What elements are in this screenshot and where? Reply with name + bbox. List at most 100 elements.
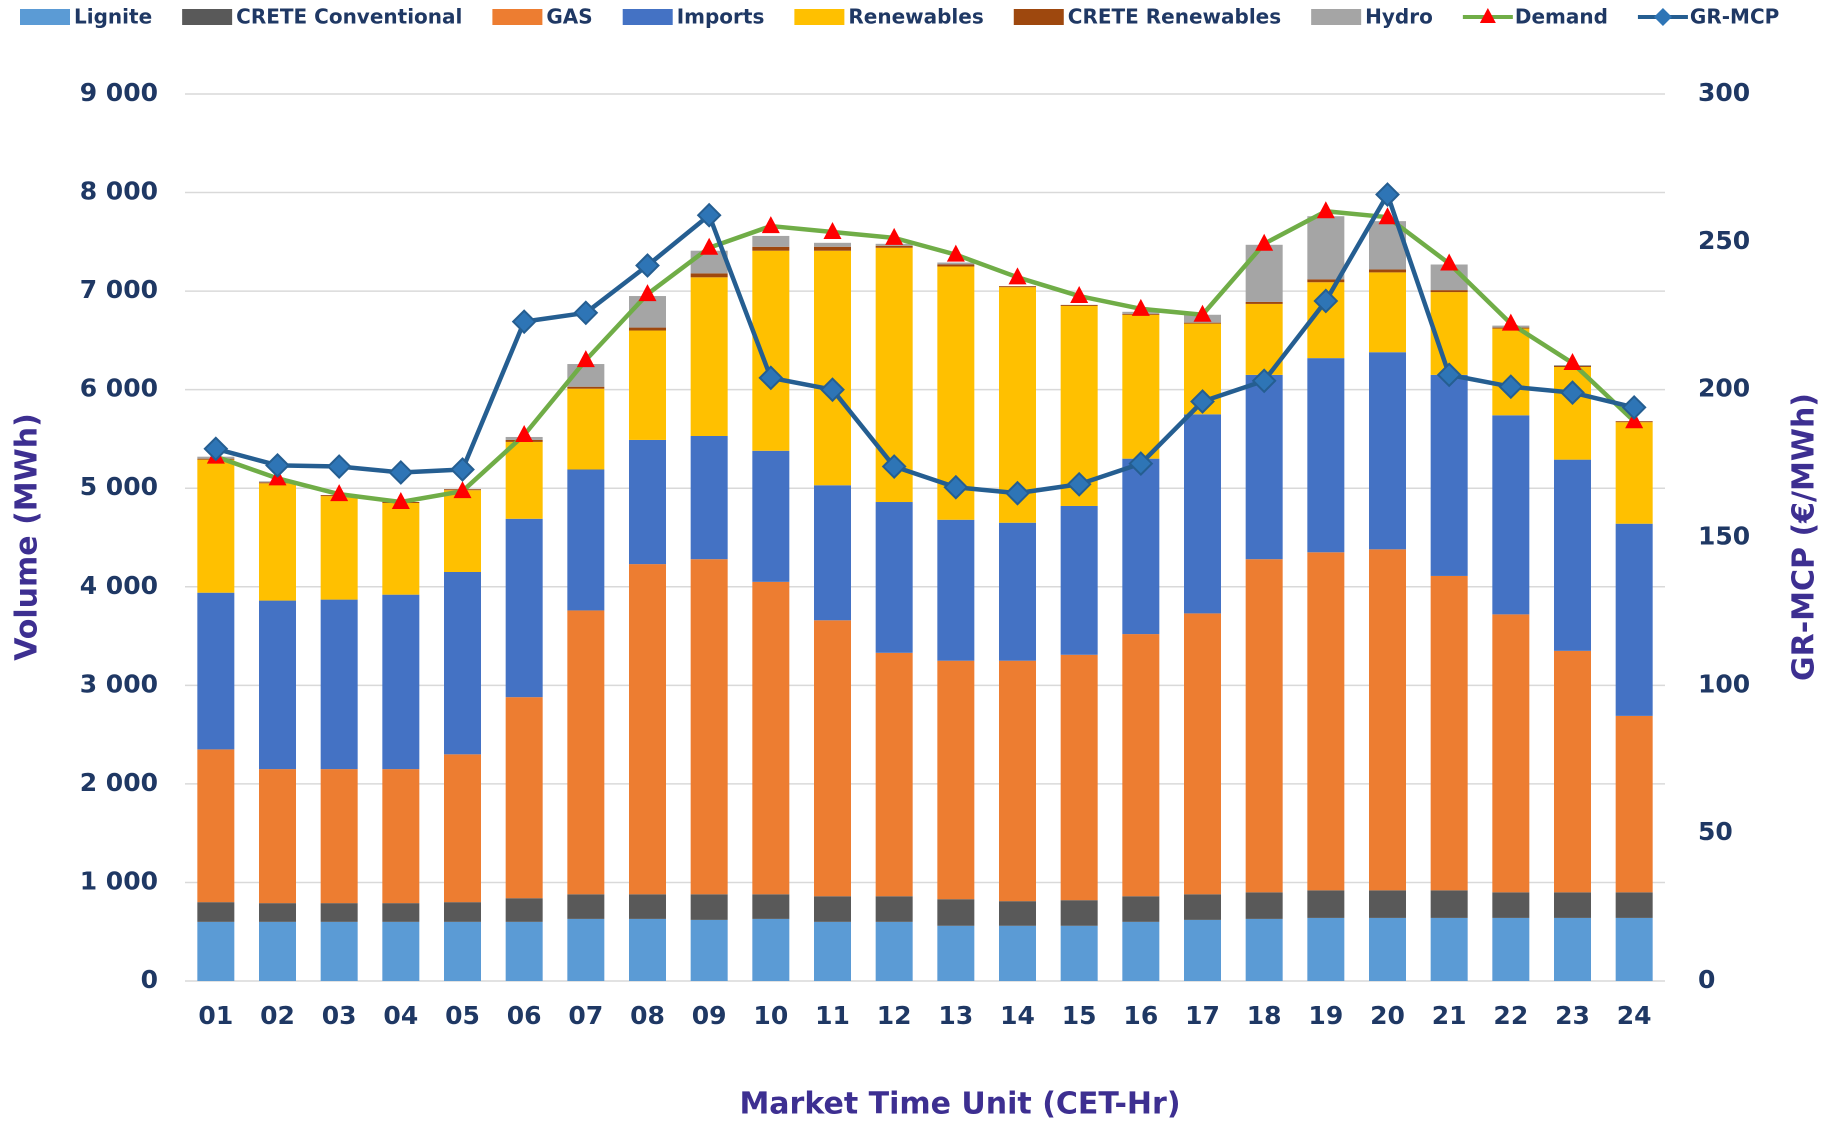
bar-segment xyxy=(752,235,790,247)
bar-segment xyxy=(1554,459,1591,651)
y-tick-label: 3 000 xyxy=(80,669,158,698)
x-tick-label: 10 xyxy=(753,1001,788,1030)
marker xyxy=(1316,201,1335,219)
marker xyxy=(1560,380,1585,406)
bar-segment xyxy=(999,286,1036,288)
marker xyxy=(515,425,534,443)
y-tick-label: 4 000 xyxy=(80,571,158,600)
bar-segment xyxy=(1369,272,1406,353)
legend-label: CRETE Renewables xyxy=(1068,5,1281,29)
bar-segment xyxy=(690,277,728,436)
bar-segment xyxy=(1430,575,1468,891)
bar-segment xyxy=(567,386,605,389)
bar-segment xyxy=(629,330,666,440)
x-tick-label: 03 xyxy=(322,1001,357,1030)
bar-segment xyxy=(1184,613,1221,895)
x-tick-label: 05 xyxy=(445,1001,480,1030)
bar-segment xyxy=(1492,328,1530,416)
x-tick-label: 06 xyxy=(507,1001,542,1030)
bar-segment xyxy=(999,522,1036,661)
legend-label: Hydro xyxy=(1365,5,1433,29)
bar-segment xyxy=(1430,917,1468,981)
x-tick-label: 13 xyxy=(938,1001,973,1030)
bar-segment xyxy=(1369,890,1406,918)
y2-tick-label: 300 xyxy=(1698,78,1750,107)
bar-segment xyxy=(1554,917,1591,981)
bar-segment xyxy=(444,571,481,755)
bar-segment xyxy=(1060,925,1098,981)
bar-segment xyxy=(937,264,975,267)
marker xyxy=(391,492,410,510)
marker xyxy=(265,452,290,478)
bar-segment xyxy=(814,246,851,251)
bar-segment xyxy=(629,564,666,895)
marker xyxy=(1128,451,1154,476)
x-tick-label: 24 xyxy=(1617,1001,1652,1030)
x-tick-label: 09 xyxy=(692,1001,727,1030)
marker xyxy=(696,202,722,228)
marker xyxy=(943,474,969,500)
marker xyxy=(635,253,660,278)
bar-segment xyxy=(875,896,913,922)
bar-segment xyxy=(382,903,420,922)
marker xyxy=(761,216,780,234)
bar-segment xyxy=(1615,715,1653,893)
y-tick-label: 2 000 xyxy=(80,768,158,797)
marker xyxy=(1070,286,1089,304)
bar-segment xyxy=(999,925,1036,981)
marker xyxy=(1008,267,1027,285)
bar-segment xyxy=(937,660,975,900)
bar-segment xyxy=(1615,422,1653,524)
bar-segment xyxy=(1307,917,1345,981)
bar-segment xyxy=(690,559,728,895)
bar-segment xyxy=(320,769,358,904)
marker xyxy=(1251,368,1277,394)
bar-segment xyxy=(1122,458,1160,635)
bar-segment xyxy=(937,899,975,926)
bar-segment xyxy=(752,450,790,582)
marker xyxy=(1501,313,1520,331)
bar-segment xyxy=(1554,892,1591,918)
marker xyxy=(1313,288,1339,314)
bar-segment xyxy=(1122,921,1160,981)
x-tick-label: 22 xyxy=(1493,1001,1528,1030)
x-tick-label: 01 xyxy=(198,1001,233,1030)
bar-segment xyxy=(259,903,296,922)
marker xyxy=(573,300,599,326)
bar-segment xyxy=(629,918,666,981)
y2-tick-label: 200 xyxy=(1698,374,1750,403)
bar-segment xyxy=(1492,415,1530,615)
y2-tick-label: 100 xyxy=(1698,669,1750,698)
y-tick-label: 7 000 xyxy=(80,275,158,304)
bar-segment xyxy=(629,327,666,331)
x-tick-label: 04 xyxy=(383,1001,418,1030)
legend-label: GAS xyxy=(546,5,592,29)
bar-segment xyxy=(382,769,420,904)
bar-segment xyxy=(382,503,420,595)
legend-swatch xyxy=(1311,9,1362,25)
marker xyxy=(1066,471,1092,497)
marker xyxy=(758,365,784,391)
bar-segment xyxy=(259,483,296,601)
x-tick-label: 19 xyxy=(1308,1001,1343,1030)
line xyxy=(215,209,1636,505)
marker xyxy=(946,244,965,262)
bar-segment xyxy=(690,273,728,278)
bar-segment xyxy=(1184,894,1221,920)
x-axis-title: Market Time Unit (CET-Hr) xyxy=(739,1087,1180,1121)
bar-segment xyxy=(382,921,420,981)
bar-segment xyxy=(505,898,543,922)
legend-swatch xyxy=(182,9,233,25)
bar-segment xyxy=(259,769,296,904)
x-tick-label: 21 xyxy=(1432,1001,1467,1030)
bar-segment xyxy=(505,697,543,899)
bar-segment xyxy=(1245,374,1283,560)
marker xyxy=(1190,389,1215,414)
bar-segment xyxy=(1184,414,1221,614)
bar-segment xyxy=(1245,918,1283,981)
bar-segment xyxy=(567,918,605,981)
y-tick-label: 6 000 xyxy=(80,374,158,403)
bar-segment xyxy=(505,921,543,981)
bar-segment xyxy=(629,439,666,565)
bar-segment xyxy=(567,388,605,470)
